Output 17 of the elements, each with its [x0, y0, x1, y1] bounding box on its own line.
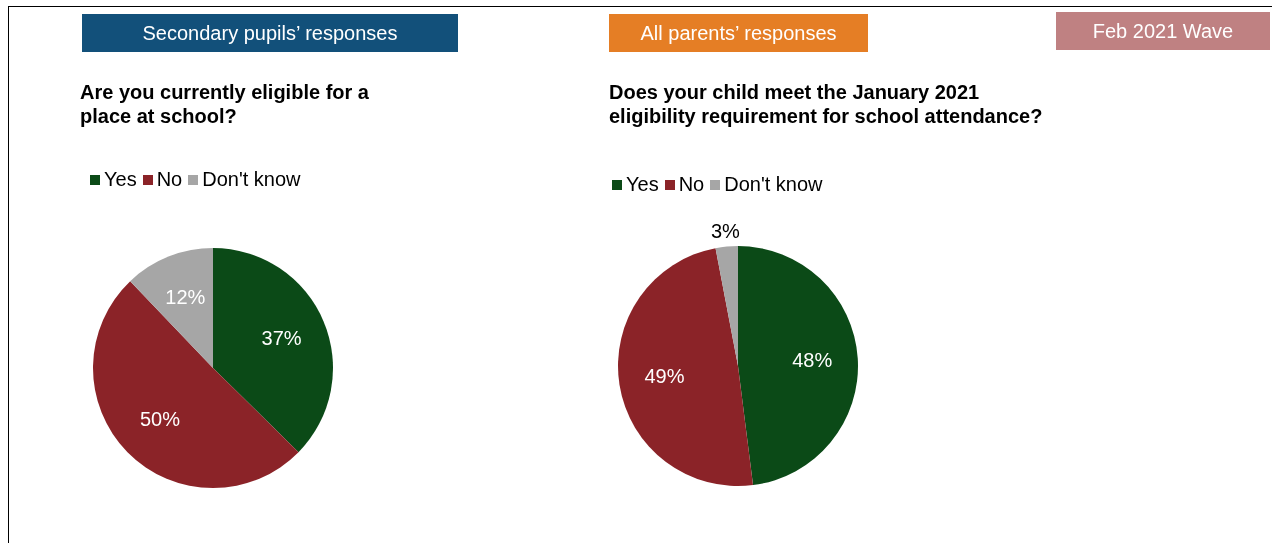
text: Feb 2021 Wave [1056, 12, 1270, 50]
legend-label: Don't know [724, 173, 823, 196]
legend-label: Don't know [202, 168, 301, 191]
chart-subtitle: All parents’ responses [609, 14, 868, 52]
data-label: 50% [139, 407, 181, 430]
chart-subtitle: Secondary pupils’ responses [82, 14, 458, 52]
legend-label: No [156, 168, 183, 191]
chart-title: Are you currently eligible for a place at school? [80, 80, 369, 128]
legend-label: No [678, 173, 705, 196]
data-label: 37% [261, 326, 302, 349]
legend-label: Yes [104, 168, 137, 191]
data-label: 3% [710, 220, 741, 243]
data-label: 12% [165, 286, 206, 309]
data-label: 48% [792, 348, 833, 371]
data-label: 49% [644, 365, 685, 388]
legend-label: Yes [626, 173, 659, 196]
chart-title: Does your child meet the January 2021 eligibility requirement for school attendance? [609, 80, 1043, 128]
